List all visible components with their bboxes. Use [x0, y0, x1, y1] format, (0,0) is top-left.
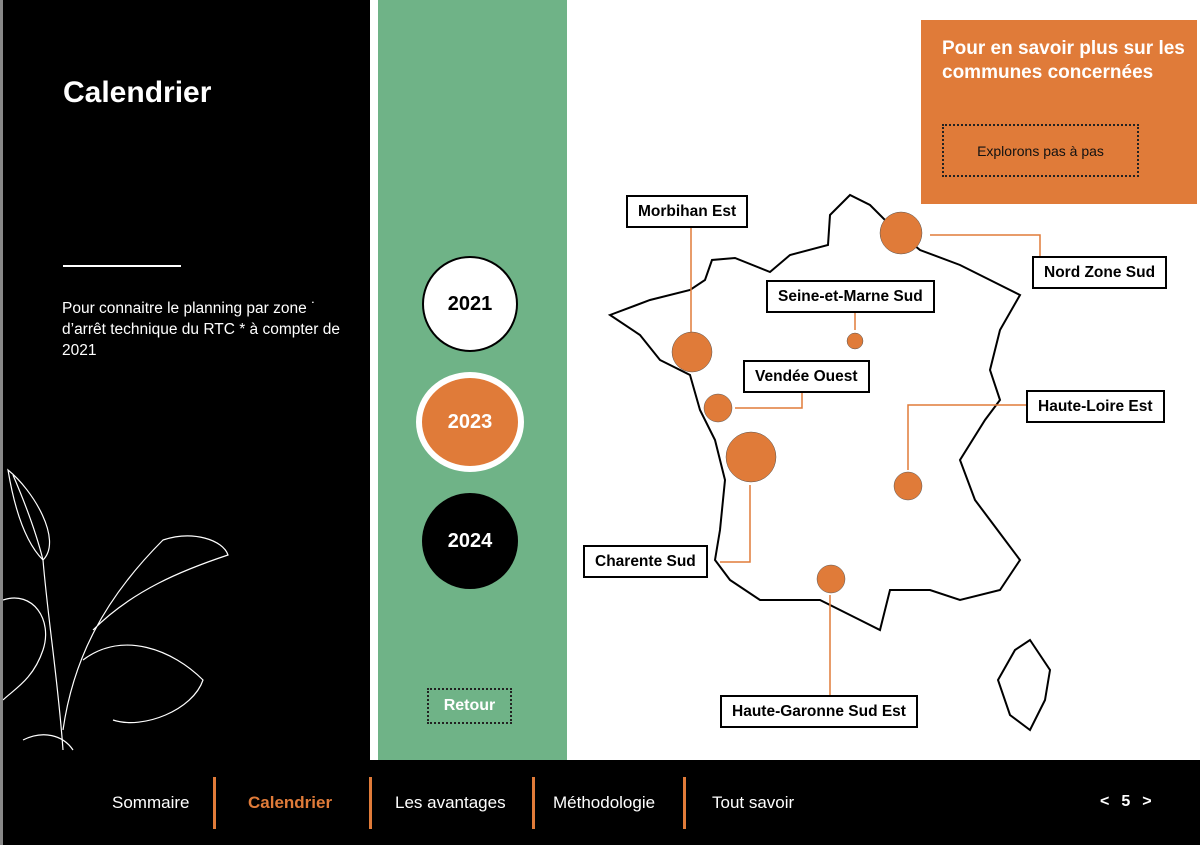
connector-nord: [930, 234, 1041, 258]
plant-illustration: [3, 468, 229, 751]
nav-separator: [369, 777, 372, 829]
year-2023-button[interactable]: 2023: [416, 372, 524, 472]
nav-sommaire[interactable]: Sommaire: [112, 793, 190, 812]
bottom-nav: [0, 760, 1200, 845]
nav-methodologie[interactable]: Méthodologie: [553, 793, 656, 812]
divider: [63, 265, 181, 267]
zone-label-nord-zone-sud[interactable]: Nord Zone Sud: [1032, 256, 1168, 289]
nav-separator: [213, 777, 216, 829]
zone-label-charente-sud[interactable]: Charente Sud: [583, 545, 708, 578]
next-page-icon[interactable]: >: [1142, 793, 1152, 810]
zone-marker-haute-garonne: [816, 564, 846, 594]
zone-label-morbihan-est[interactable]: Morbihan Est: [626, 195, 749, 228]
connector-charente: [720, 485, 751, 563]
france-map: [607, 193, 1052, 732]
zone-label-seine-et-marne-sud[interactable]: Seine-et-Marne Sud: [766, 280, 935, 313]
nav-separator: [532, 777, 535, 829]
zone-marker-charente: [725, 431, 777, 483]
zone-marker-vendee: [703, 393, 733, 423]
zone-marker-nord: [879, 211, 923, 255]
explore-button[interactable]: Explorons pas à pas: [942, 124, 1139, 177]
page-title: Calendrier: [63, 76, 212, 109]
zone-label-haute-garonne-sud-est[interactable]: Haute-Garonne Sud Est: [720, 695, 918, 728]
prev-page-icon[interactable]: <: [1100, 793, 1110, 810]
connector-haute-loire: [907, 404, 1026, 470]
nav-separator: [683, 777, 686, 829]
pager: < 5 >: [1100, 793, 1152, 811]
year-2024-button[interactable]: 2024: [422, 493, 518, 589]
connector-vendee: [735, 392, 803, 409]
zone-marker-seine: [846, 332, 864, 350]
france-outline: [607, 193, 1022, 632]
zone-marker-haute-loire: [893, 471, 923, 501]
zone-label-haute-loire-est[interactable]: Haute-Loire Est: [1026, 390, 1165, 423]
info-title: Pour en savoir plus sur les communes con…: [942, 38, 1185, 83]
description: Pour connaitre le planning par zone ˙ d’…: [62, 300, 341, 359]
zone-marker-morbihan: [671, 331, 713, 373]
zone-label-vendee-ouest[interactable]: Vendée Ouest: [743, 360, 870, 393]
year-2021-button[interactable]: 2021: [422, 256, 518, 352]
page-number: 5: [1121, 793, 1131, 810]
back-button[interactable]: Retour: [427, 688, 512, 724]
info-box: Pour en savoir plus sur les communes con…: [921, 20, 1197, 204]
nav-tout-savoir[interactable]: Tout savoir: [712, 793, 795, 812]
sidebar: Calendrier Pour connaitre le planning pa…: [0, 0, 370, 760]
corsica-outline: [996, 638, 1052, 732]
nav-les-avantages[interactable]: Les avantages: [395, 793, 506, 812]
nav-calendrier[interactable]: Calendrier: [248, 793, 333, 812]
